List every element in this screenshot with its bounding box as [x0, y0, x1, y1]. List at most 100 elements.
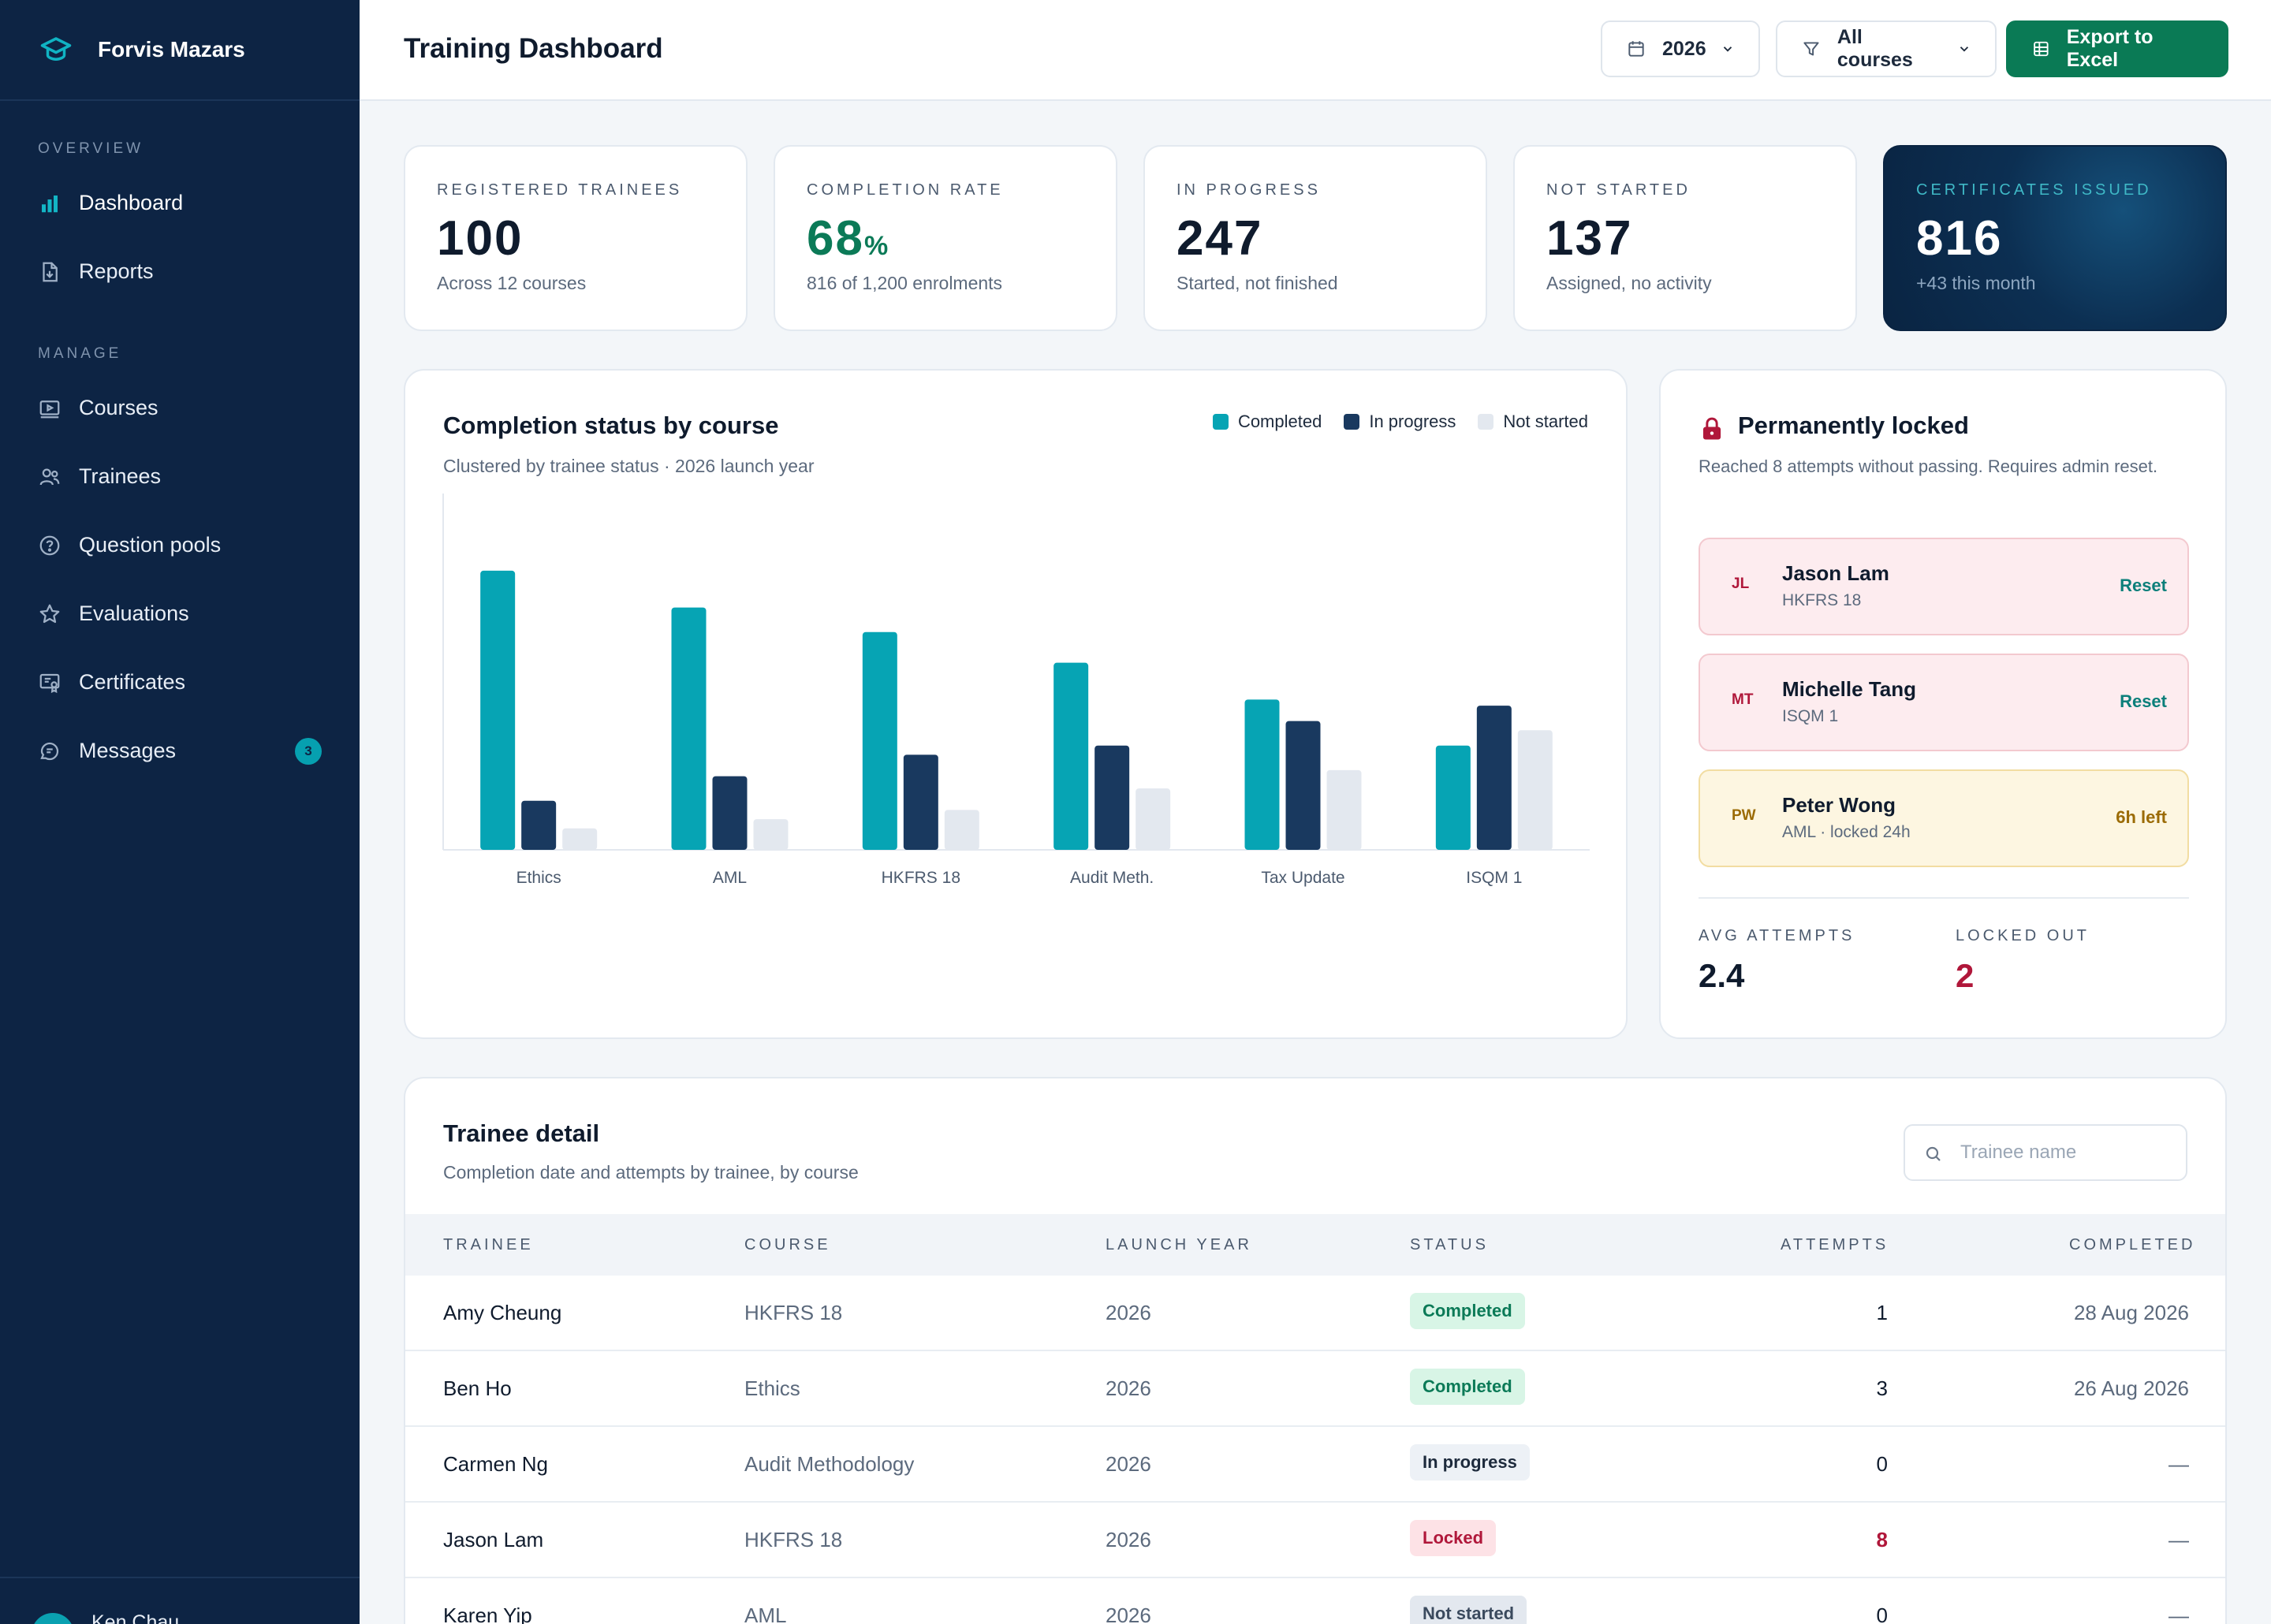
- sidebar-item-dashboard[interactable]: Dashboard: [0, 169, 360, 237]
- export-label: Export to Excel: [2066, 26, 2154, 71]
- cell-course: HKFRS 18: [744, 1301, 843, 1324]
- status-badge: Not started: [1410, 1596, 1527, 1624]
- sidebar-item-label: Trainees: [79, 464, 162, 488]
- avatar: [32, 1613, 74, 1624]
- nav-section-manage: MANAGE: [38, 345, 122, 362]
- sidebar-item-label: Question pools: [79, 533, 222, 557]
- year-filter-dropdown[interactable]: 2026: [1601, 20, 1760, 77]
- brand: Forvis Mazars: [0, 0, 360, 101]
- table-row[interactable]: Jason Lam HKFRS 18 2026 Locked 8 —: [405, 1503, 2225, 1578]
- permanently-locked-panel: Permanently locked Reached 8 attempts wi…: [1659, 369, 2227, 1039]
- cell-course: Audit Methodology: [744, 1452, 915, 1476]
- bar-completed[interactable]: [1435, 745, 1471, 850]
- locked-trainee-course: HKFRS 18: [1782, 591, 1862, 609]
- locked-trainee-name: Michelle Tang: [1782, 677, 1916, 701]
- bar-in-progress[interactable]: [1094, 745, 1130, 850]
- cell-completed-date: —: [2168, 1528, 2189, 1551]
- cell-completed-date: 26 Aug 2026: [2073, 1376, 2189, 1400]
- cell-launch-year: 2026: [1106, 1452, 1151, 1476]
- legend-item-in-progress: In progress: [1344, 412, 1456, 432]
- column-header-completed[interactable]: COMPLETED: [2069, 1236, 2196, 1253]
- kpi-subtext: +43 this month: [1916, 273, 2036, 293]
- status-badge: In progress: [1410, 1444, 1530, 1481]
- course-play-icon: [39, 400, 60, 418]
- course-filter-value: All courses: [1837, 26, 1913, 71]
- chart-subtitle: Clustered by trainee status · 2026 launc…: [443, 456, 815, 476]
- kpi-label: COMPLETION RATE: [807, 181, 1004, 199]
- column-header-attempts[interactable]: ATTEMPTS: [1781, 1236, 1889, 1253]
- reset-button[interactable]: Reset: [2120, 575, 2167, 595]
- kpi-registered-trainees: REGISTERED TRAINEES 100 Across 12 course…: [404, 145, 748, 331]
- users-icon: [39, 468, 60, 485]
- bar-in-progress[interactable]: [1476, 706, 1512, 850]
- legend-swatch: [1212, 414, 1229, 430]
- reset-button[interactable]: Reset: [2120, 691, 2167, 711]
- bar-not-started[interactable]: [1326, 769, 1362, 850]
- column-header-trainee[interactable]: TRAINEE: [443, 1236, 534, 1253]
- kpi-subtext: Started, not finished: [1177, 273, 1338, 293]
- bar-completed[interactable]: [671, 607, 707, 850]
- sidebar-item-question-pools[interactable]: Question pools: [0, 511, 360, 579]
- star-icon: [39, 604, 60, 623]
- sidebar-item-certificates[interactable]: Certificates: [0, 648, 360, 717]
- cell-launch-year: 2026: [1106, 1604, 1151, 1624]
- cell-trainee: Ben Ho: [443, 1376, 512, 1400]
- bar-completed[interactable]: [1053, 662, 1089, 850]
- trainee-detail-panel: Trainee detail Completion date and attem…: [404, 1077, 2227, 1624]
- bar-in-progress[interactable]: [1285, 721, 1321, 850]
- locked-out-value: 2: [1956, 957, 1975, 994]
- column-header-course[interactable]: COURSE: [744, 1236, 831, 1253]
- table-row[interactable]: Karen Yip AML 2026 Not started 0 —: [405, 1578, 2225, 1624]
- table-header: TRAINEE COURSE LAUNCH YEAR STATUS ATTEMP…: [405, 1214, 2225, 1276]
- chevron-down-icon: [1723, 47, 1732, 52]
- legend-label: Completed: [1237, 412, 1322, 431]
- page-title: Training Dashboard: [404, 33, 663, 64]
- kpi-value: 137: [1546, 211, 1633, 266]
- bar-not-started[interactable]: [753, 819, 789, 850]
- x-tick-label: HKFRS 18: [882, 869, 960, 887]
- kpi-subtext: Assigned, no activity: [1546, 273, 1712, 293]
- cell-completed-date: —: [2168, 1452, 2189, 1476]
- legend-swatch: [1344, 414, 1360, 430]
- sidebar-user-footer[interactable]: Ken Chau: [0, 1577, 360, 1624]
- kpi-completion-rate: COMPLETION RATE 68% 816 of 1,200 enrolme…: [774, 145, 1117, 331]
- avg-attempts-value: 2.4: [1699, 957, 1745, 994]
- search-input[interactable]: [1960, 1137, 2173, 1168]
- bar-not-started[interactable]: [944, 810, 979, 850]
- bar-in-progress[interactable]: [521, 800, 557, 850]
- x-tick-label: Audit Meth.: [1070, 869, 1154, 887]
- column-header-status[interactable]: STATUS: [1410, 1236, 1489, 1253]
- avatar-initials: MT: [1732, 691, 1754, 708]
- bar-completed[interactable]: [1244, 699, 1280, 850]
- search-icon: [1926, 1146, 1941, 1161]
- kpi-value: 68%: [807, 211, 890, 266]
- table-row[interactable]: Amy Cheung HKFRS 18 2026 Completed 1 28 …: [405, 1276, 2225, 1351]
- sidebar-item-courses[interactable]: Courses: [0, 374, 360, 442]
- bar-in-progress[interactable]: [903, 754, 938, 850]
- bar-completed[interactable]: [862, 631, 897, 850]
- table-row[interactable]: Ben Ho Ethics 2026 Completed 3 26 Aug 20…: [405, 1351, 2225, 1427]
- sidebar-item-evaluations[interactable]: Evaluations: [0, 579, 360, 648]
- sidebar-item-reports[interactable]: Reports: [0, 237, 360, 306]
- bar-in-progress[interactable]: [712, 776, 748, 850]
- bar-completed[interactable]: [480, 570, 516, 850]
- course-filter-dropdown[interactable]: All courses: [1776, 20, 1997, 77]
- locked-trainee-name: Peter Wong: [1782, 793, 1896, 817]
- sidebar-item-messages[interactable]: Messages 3: [0, 717, 360, 785]
- kpi-value: 100: [437, 211, 524, 266]
- cell-launch-year: 2026: [1106, 1528, 1151, 1551]
- bar-not-started[interactable]: [1136, 788, 1171, 850]
- table-row[interactable]: Carmen Ng Audit Methodology 2026 In prog…: [405, 1427, 2225, 1503]
- question-circle-icon: [39, 535, 60, 555]
- kpi-unit: %: [863, 231, 890, 261]
- status-badge: Locked: [1410, 1520, 1497, 1556]
- export-to-excel-button[interactable]: Export to Excel: [2006, 20, 2228, 77]
- avg-attempts-label: AVG ATTEMPTS: [1699, 927, 1855, 944]
- bar-not-started[interactable]: [562, 828, 598, 850]
- cell-trainee: Amy Cheung: [443, 1301, 562, 1324]
- column-header-launch-year[interactable]: LAUNCH YEAR: [1106, 1236, 1252, 1253]
- kpi-value: 816: [1916, 211, 2003, 266]
- cell-completed-date: —: [2168, 1604, 2189, 1624]
- bar-not-started[interactable]: [1517, 730, 1553, 850]
- sidebar-item-trainees[interactable]: Trainees: [0, 442, 360, 511]
